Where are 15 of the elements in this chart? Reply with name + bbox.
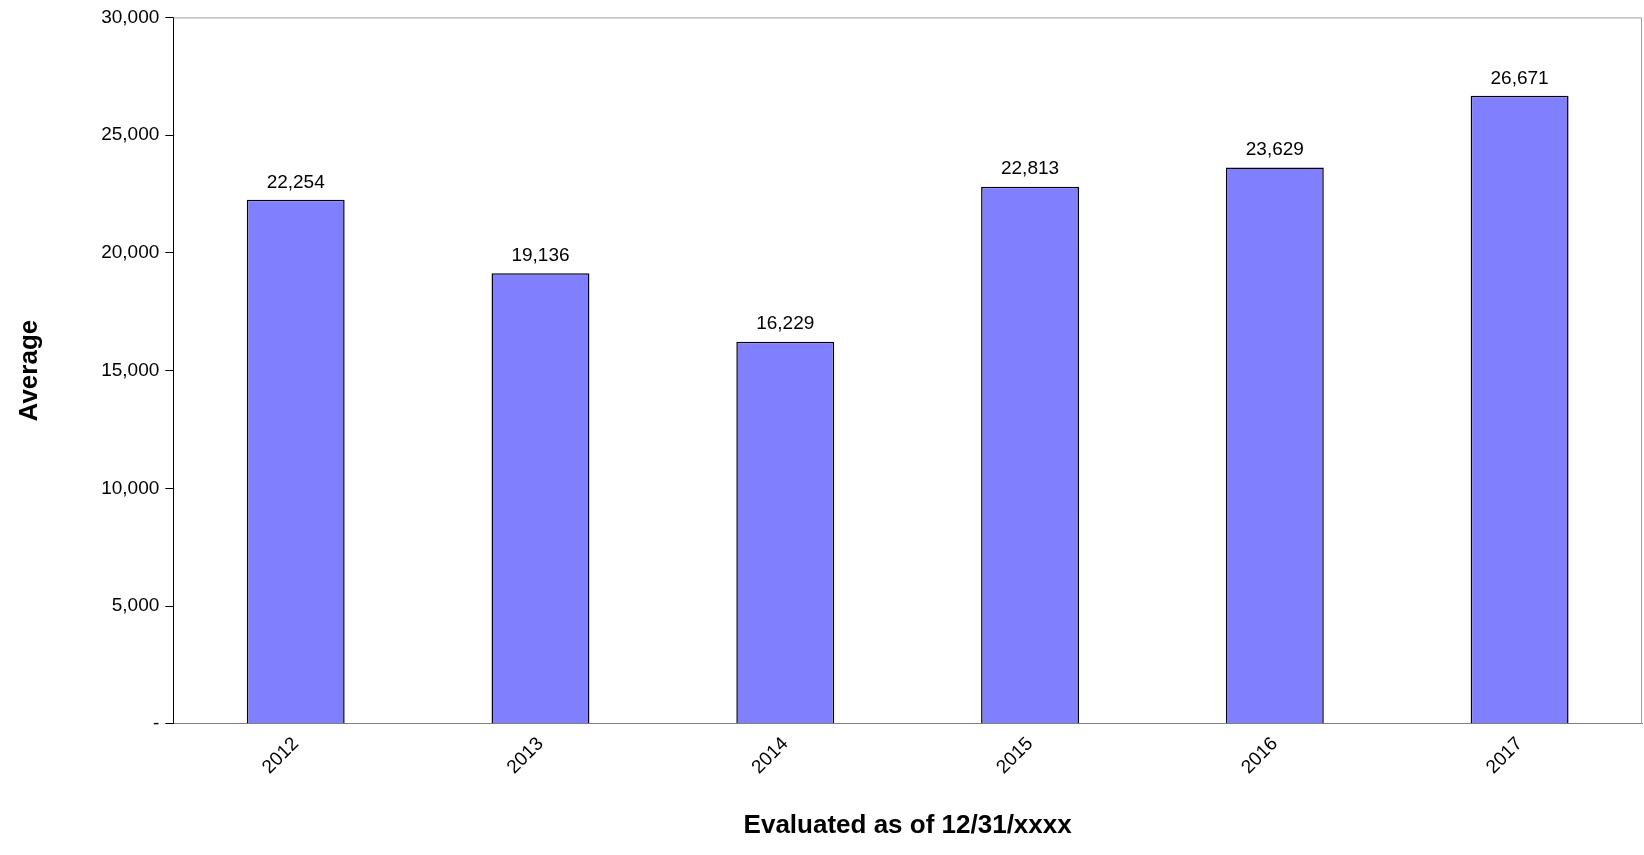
x-axis-title: Evaluated as of 12/31/xxxx	[743, 808, 1073, 839]
data-label: 26,671	[1490, 66, 1549, 88]
y-tick-label: 15,000	[101, 358, 160, 380]
data-label: 22,813	[1000, 157, 1060, 179]
data-label: 23,629	[1245, 138, 1304, 160]
y-tick-label: 5,000	[111, 594, 160, 616]
data-label: 19,136	[511, 243, 570, 265]
y-tick-label: 10,000	[101, 476, 160, 498]
data-label: 16,229	[756, 312, 815, 334]
y-tick-label: 25,000	[101, 123, 160, 145]
y-tick-label: -	[152, 712, 160, 734]
y-axis-title: Average	[12, 319, 43, 422]
data-label: 22,254	[266, 170, 326, 192]
y-tick-label: 20,000	[101, 241, 160, 263]
y-tick-label: 30,000	[101, 5, 160, 27]
